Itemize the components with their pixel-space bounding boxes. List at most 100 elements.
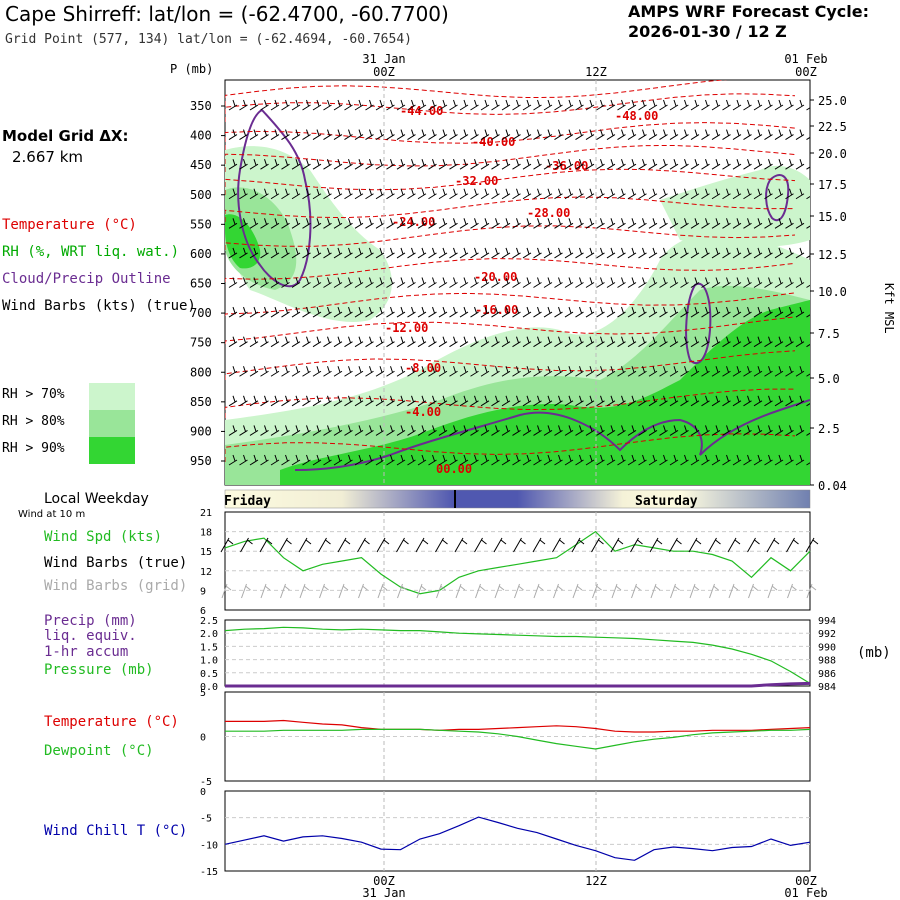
wind-barb [302, 454, 311, 466]
wind-barb [512, 99, 521, 111]
wind-barb [407, 159, 416, 170]
panel-temperature-dewpoint: 5 0 -5 [200, 688, 811, 788]
wind-barb [501, 188, 511, 200]
wind-barb [627, 425, 637, 436]
wind-barb [291, 247, 301, 259]
wind-barb [743, 306, 752, 318]
wind-barb [564, 218, 574, 229]
wind-barb [302, 129, 311, 141]
y-tick-label: 1.5 [200, 642, 218, 653]
wind-barb [281, 129, 290, 141]
wind-barb-grid [533, 583, 544, 599]
wind-barb [774, 218, 784, 229]
wind-barb [281, 425, 290, 436]
series-line-precip-mm- [225, 681, 811, 688]
wind-barb [627, 99, 637, 111]
wind-barb [239, 159, 248, 170]
wind-barb [480, 395, 490, 407]
wind-barb [659, 395, 668, 407]
wind-barb [344, 366, 353, 377]
wind-barb [344, 454, 353, 466]
wind-barb [806, 314, 810, 318]
wind-barb [480, 425, 490, 436]
wind-barb [417, 277, 427, 288]
wind-barb [438, 188, 448, 200]
wind-barb [575, 188, 584, 200]
wind-barb [512, 247, 521, 259]
wind-barb [281, 159, 290, 170]
temperature-contour-label: -44.00 [400, 104, 443, 118]
wind-barb [627, 188, 637, 200]
wind-barb-grid [572, 583, 583, 599]
wind-barb [386, 129, 395, 141]
bottom-date-01feb: 01 Feb [784, 886, 827, 900]
wind-barb [312, 99, 322, 111]
wind-barb [648, 188, 658, 200]
wind-barb [522, 129, 532, 141]
cross-section-panel: -44.00 -48.00 -40.00 -36.00 -32.00 -28.00 -24.… [190, 79, 847, 493]
wind-barb [690, 188, 700, 200]
wind-barb [365, 454, 374, 466]
y-tick-label: 2.0 [200, 629, 218, 640]
wind-barb [795, 188, 805, 200]
wind-barb [806, 225, 810, 229]
wind-barb [701, 277, 710, 288]
wind-barb [617, 306, 626, 318]
wind-barb [344, 188, 353, 200]
wind-barb [438, 218, 448, 229]
wind-barb [239, 188, 248, 200]
legend-temperature: Temperature (°C) [2, 217, 137, 233]
wind-barb [428, 99, 437, 111]
wind-barb [774, 336, 784, 348]
wind-barb [774, 366, 784, 377]
wind-barb [354, 188, 364, 200]
wind-barb [648, 395, 658, 407]
wind-barb [711, 218, 721, 229]
wind-barb [470, 159, 479, 170]
wind-barb [806, 462, 810, 466]
wind-barb [554, 395, 563, 407]
wind-barb [701, 395, 710, 407]
wind-barb [774, 454, 784, 466]
wind-barb [417, 306, 427, 318]
wind-barb [669, 218, 679, 229]
wind-barb [659, 277, 668, 288]
wind-barb [501, 395, 511, 407]
wind-barb [669, 247, 679, 259]
wind-barb [753, 99, 763, 111]
pressure-tick-label: 950 [190, 454, 212, 468]
wind-barb [501, 129, 511, 141]
wind-barb [365, 425, 374, 436]
temperature-contour [225, 258, 796, 282]
wind-barb [732, 277, 742, 288]
y-tick-label: 5 [200, 688, 206, 699]
wind-barb [312, 188, 322, 200]
wind-barb [554, 336, 563, 348]
height-tick-label: 22.5 [818, 120, 847, 134]
wind-barb [711, 395, 721, 407]
wind-barb [491, 395, 500, 407]
wind-barb [491, 99, 500, 111]
wind-barb [585, 277, 595, 288]
pressure-tick-label: 750 [190, 336, 212, 350]
wind-barb [596, 247, 605, 259]
wind-barb [680, 336, 689, 348]
height-tick-label: 20.0 [818, 147, 847, 161]
wind-barb [270, 99, 280, 111]
wind-barb [627, 336, 637, 348]
legend-rh: RH (%, WRT liq. wat.) [2, 244, 180, 260]
wind-barb [764, 247, 773, 259]
wind-barb [302, 247, 311, 259]
wind-barb [564, 366, 574, 377]
wind-barb [449, 188, 458, 200]
wind-barb [648, 425, 658, 436]
wind-barb [522, 425, 532, 436]
wind-barb [701, 366, 710, 377]
wind-barb [522, 454, 532, 466]
temperature-contour-label: -4.00 [405, 405, 441, 419]
wind-barb [396, 395, 406, 407]
wind-barb [407, 277, 416, 288]
wind-barb [428, 336, 437, 348]
wind-barb [375, 218, 385, 229]
wind-barb [365, 218, 374, 229]
